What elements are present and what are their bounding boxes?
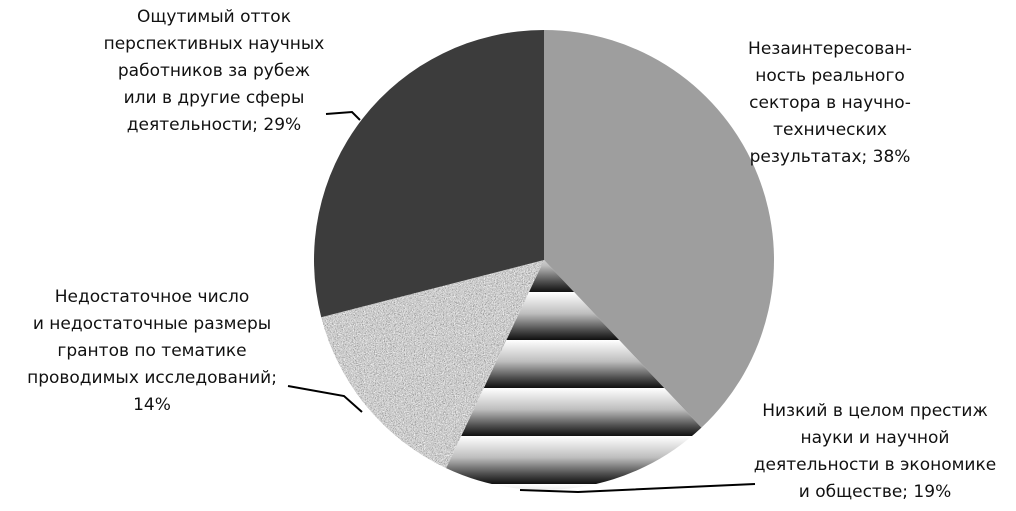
slice-label-line: технических xyxy=(773,120,887,140)
pie-slice-1 xyxy=(446,260,702,491)
slice-label-line: 14% xyxy=(133,395,171,415)
leader-line-3 xyxy=(325,110,361,121)
slice-label-line: ность реального xyxy=(755,66,905,86)
slice-label-line: и обществе; 19% xyxy=(798,482,952,502)
pie-slice-0 xyxy=(544,30,775,428)
slice-label-line: грантов по тематике xyxy=(57,341,247,361)
slice-label-line: и недостаточные размеры xyxy=(32,314,272,334)
slice-label-line: сектора в научно- xyxy=(749,93,911,113)
slice-label-line: работников за рубеж xyxy=(117,61,311,81)
pie-slice-3 xyxy=(314,30,544,318)
slice-label-line: деятельности в экономике xyxy=(753,455,997,475)
slice-label-line: перспективных научных xyxy=(103,34,325,54)
slice-label-line: Незаинтересован- xyxy=(748,39,912,59)
slice-label-3: Ощутимый отток перспективных научных работ… xyxy=(84,4,344,139)
pie-slice-2 xyxy=(321,260,544,469)
slice-label-2: Недостаточное число и недостаточные разме… xyxy=(2,284,302,419)
slice-label-line: Ощутимый отток xyxy=(137,7,291,27)
slice-label-line: проводимых исследований; xyxy=(27,368,277,388)
slice-label-line: деятельности; 29% xyxy=(126,115,302,135)
slice-label-line: или в другие сферы xyxy=(123,88,305,108)
slice-label-line: результатах; 38% xyxy=(749,147,911,167)
slice-label-line: науки и научной xyxy=(800,428,950,448)
leader-line-1 xyxy=(519,483,756,494)
slice-label-0: Незаинтересован-ность реального сектора в… xyxy=(700,36,960,171)
leader-line-2 xyxy=(287,385,363,413)
slice-label-line: Недостаточное число xyxy=(54,287,250,307)
slice-label-1: Низкий в целом престиж науки и научной дея… xyxy=(740,398,1010,506)
slice-label-line: Низкий в целом престиж xyxy=(762,401,988,421)
